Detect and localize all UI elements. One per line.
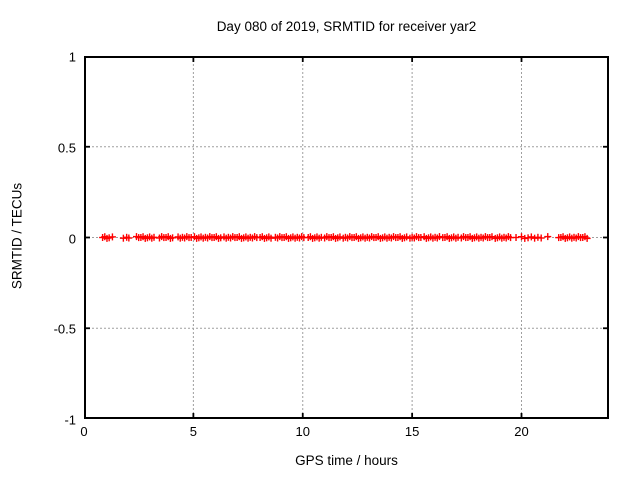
plot-border: [84, 56, 609, 419]
x-tick-label: 5: [189, 424, 197, 439]
plot-area: [84, 56, 609, 419]
x-tick-label: 20: [514, 424, 529, 439]
x-tick-label: 0: [80, 424, 88, 439]
x-tick-label: 10: [295, 424, 310, 439]
x-tick-label: 15: [404, 424, 420, 439]
y-tick-label: -0.5: [53, 321, 76, 337]
y-tick-label: -1: [64, 412, 76, 428]
y-tick-label: 1: [68, 49, 76, 65]
y-tick-label: 0.5: [57, 140, 76, 156]
chart-title: Day 080 of 2019, SRMTID for receiver yar…: [216, 19, 477, 34]
x-axis-title: GPS time / hours: [295, 453, 398, 468]
y-tick-label: 0: [68, 231, 76, 246]
